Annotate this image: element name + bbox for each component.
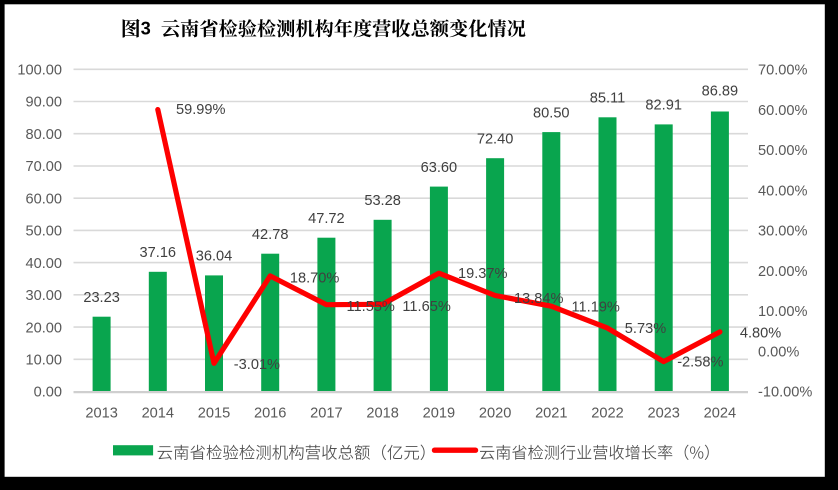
svg-text:70.00: 70.00 xyxy=(25,159,62,175)
svg-text:60.00%: 60.00% xyxy=(758,103,808,119)
svg-text:2020: 2020 xyxy=(479,406,511,422)
svg-text:19.37%: 19.37% xyxy=(458,266,508,282)
svg-text:50.00: 50.00 xyxy=(25,224,62,240)
svg-text:36.04: 36.04 xyxy=(196,249,233,265)
svg-text:4.80%: 4.80% xyxy=(740,326,781,342)
svg-text:63.60: 63.60 xyxy=(421,160,458,176)
svg-text:50.00%: 50.00% xyxy=(758,143,808,159)
svg-text:53.28: 53.28 xyxy=(364,193,401,209)
svg-text:2013: 2013 xyxy=(85,406,117,422)
svg-text:2014: 2014 xyxy=(142,406,174,422)
svg-text:80.50: 80.50 xyxy=(533,105,570,121)
svg-text:70.00%: 70.00% xyxy=(758,63,808,79)
svg-text:30.00: 30.00 xyxy=(25,288,62,304)
svg-text:40.00: 40.00 xyxy=(25,256,62,272)
svg-text:-3.01%: -3.01% xyxy=(234,357,280,373)
svg-text:82.91: 82.91 xyxy=(645,98,682,114)
svg-text:23.23: 23.23 xyxy=(83,290,120,306)
svg-text:20.00: 20.00 xyxy=(25,320,62,336)
svg-text:2018: 2018 xyxy=(366,406,398,422)
svg-text:-2.58%: -2.58% xyxy=(677,355,723,371)
svg-text:10.00: 10.00 xyxy=(25,353,62,369)
svg-text:5.73%: 5.73% xyxy=(625,321,666,337)
svg-text:11.55%: 11.55% xyxy=(347,299,395,315)
svg-text:30.00%: 30.00% xyxy=(758,224,808,240)
svg-text:2017: 2017 xyxy=(310,406,342,422)
svg-text:47.72: 47.72 xyxy=(308,211,345,227)
svg-text:-10.00%: -10.00% xyxy=(758,385,812,401)
svg-text:2021: 2021 xyxy=(535,406,567,422)
svg-text:85.11: 85.11 xyxy=(590,91,625,107)
svg-text:0.00%: 0.00% xyxy=(758,344,799,360)
svg-text:2022: 2022 xyxy=(591,406,623,422)
svg-text:2024: 2024 xyxy=(704,406,736,422)
svg-text:0.00: 0.00 xyxy=(34,385,62,401)
svg-text:13.84%: 13.84% xyxy=(514,291,564,307)
svg-text:2023: 2023 xyxy=(647,406,679,422)
svg-text:90.00: 90.00 xyxy=(25,95,62,111)
svg-text:42.78: 42.78 xyxy=(252,227,289,243)
svg-text:10.00%: 10.00% xyxy=(758,304,808,320)
svg-text:72.40: 72.40 xyxy=(477,131,514,147)
svg-text:2016: 2016 xyxy=(254,406,286,422)
svg-text:100.00: 100.00 xyxy=(17,63,62,79)
svg-text:80.00: 80.00 xyxy=(25,127,62,143)
svg-text:18.70%: 18.70% xyxy=(290,270,340,286)
svg-text:2015: 2015 xyxy=(198,406,230,422)
svg-text:2019: 2019 xyxy=(423,406,455,422)
svg-text:11.65%: 11.65% xyxy=(402,299,450,315)
svg-text:59.99%: 59.99% xyxy=(176,102,226,118)
svg-text:60.00: 60.00 xyxy=(25,191,62,207)
svg-text:11.19%: 11.19% xyxy=(572,300,620,316)
svg-text:40.00%: 40.00% xyxy=(758,183,808,199)
svg-text:37.16: 37.16 xyxy=(140,245,177,261)
svg-text:20.00%: 20.00% xyxy=(758,264,808,280)
svg-text:86.89: 86.89 xyxy=(702,84,739,100)
